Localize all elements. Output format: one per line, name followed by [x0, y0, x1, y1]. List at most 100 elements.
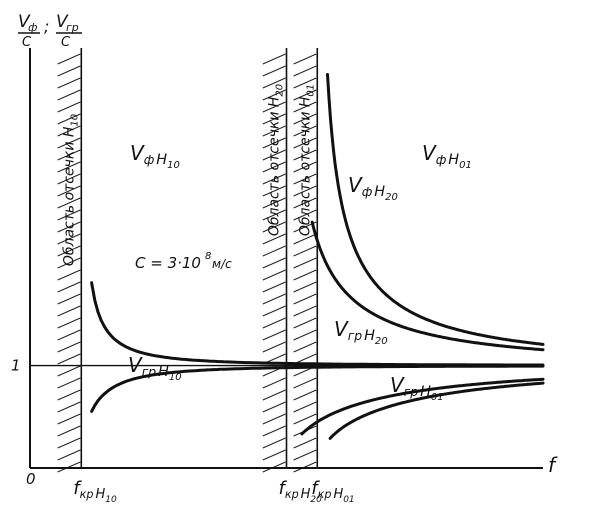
curve-vgr_h20	[300, 377, 545, 436]
hatch-stroke	[57, 125, 81, 137]
hatch-stroke	[262, 401, 286, 413]
series-label-vph_h01: Vф H01	[422, 141, 472, 171]
hatch-stroke	[57, 377, 81, 389]
hatch-stroke	[262, 329, 286, 341]
hatch-stroke	[57, 365, 81, 377]
hatch-stroke	[262, 317, 286, 329]
region-labels: Область отсечки H10 Область отсечки H20 Об…	[61, 84, 316, 266]
hatch-stroke	[57, 137, 81, 149]
cutoff-label-2-sub3: 01	[343, 495, 354, 505]
speed-of-light-label: C = 3·10 8 м/с	[135, 251, 232, 272]
region-label-0-main: Область отсечки	[61, 137, 77, 266]
hatch-stroke	[57, 329, 81, 341]
series-label-vgr_h20-sub3: 20	[375, 336, 388, 347]
region-label-0-mode: H	[61, 126, 77, 137]
hatch-stroke	[262, 281, 286, 293]
series-label-vph_h10-main: V	[130, 141, 145, 165]
cutoff-label-1-sub1: кр	[285, 488, 299, 501]
series-label-vph_h20-sub3: 20	[385, 192, 398, 203]
hatch-stroke	[293, 413, 317, 425]
hatch-stroke	[262, 293, 286, 305]
hatch-stroke	[293, 281, 317, 293]
hatch-stroke	[262, 221, 286, 233]
hatch-stroke	[57, 149, 81, 161]
series-label-vgr_h20-sub2: H	[364, 328, 375, 344]
curve-vgr_h01	[328, 381, 545, 440]
speed-main: C = 3·10	[135, 254, 201, 272]
region-label-0-sub: 10	[69, 114, 80, 127]
hatch-stroke	[262, 449, 286, 461]
series-label-vgr_h01-sub1: гр	[404, 384, 419, 399]
hatch-stroke	[57, 245, 81, 257]
hatch-stroke	[57, 53, 81, 65]
hatch-stroke	[57, 257, 81, 269]
hatch-stroke	[57, 221, 81, 233]
hatch-stroke	[262, 257, 286, 269]
y-label-den1: C	[22, 35, 32, 50]
cutoff-label-0-sub2: H	[95, 487, 105, 502]
series-curves	[90, 73, 545, 440]
hatch-stroke	[293, 233, 317, 245]
hatch-stroke	[262, 209, 286, 221]
series-label-vgr_h10-main: V	[128, 353, 143, 377]
cutoff-region-0	[57, 48, 83, 473]
hatch-stroke	[293, 65, 317, 77]
cutoff-label-2-sub2: H	[333, 487, 343, 502]
series-label-vgr_h01: Vгр H01	[390, 373, 444, 403]
y-label-v2-sub: гр	[66, 21, 79, 34]
hatch-stroke	[262, 377, 286, 389]
cutoff-regions	[57, 48, 319, 473]
series-label-vph_h01-sub2: H	[448, 152, 459, 168]
cutoff-label-0-main: f	[73, 478, 82, 499]
region-label-1: Область отсечки H20	[267, 84, 286, 236]
region-label-2: Область отсечки H01	[297, 84, 316, 236]
hatch-stroke	[57, 173, 81, 185]
y-label-v1-sub: ф	[28, 21, 37, 34]
hatch-stroke	[57, 425, 81, 437]
hatch-stroke	[293, 305, 317, 317]
hatch-stroke	[262, 437, 286, 449]
cutoff-label-1-sub3: 20	[310, 495, 322, 505]
series-label-vgr_h01-main: V	[390, 373, 405, 397]
hatch-stroke	[262, 173, 286, 185]
y-label-separator: ;	[44, 17, 49, 36]
hatch-stroke	[57, 233, 81, 245]
hatch-stroke	[262, 233, 286, 245]
series-label-vph_h10: Vф H10	[130, 141, 180, 171]
cutoff-label-2-main: f	[311, 478, 320, 499]
hatch-stroke	[262, 389, 286, 401]
y-label-v2: V	[56, 12, 69, 32]
series-label-vgr_h10: Vгр H10	[128, 353, 182, 383]
hatch-stroke	[293, 437, 317, 449]
hatch-stroke	[293, 245, 317, 257]
hatch-stroke	[57, 101, 81, 113]
hatch-stroke	[293, 257, 317, 269]
hatch-stroke	[262, 125, 286, 137]
origin-label: 0	[26, 470, 36, 488]
series-label-vgr_h01-sub3: 01	[431, 392, 444, 403]
hatch-stroke	[262, 137, 286, 149]
region-label-0: Область отсечки H10	[61, 114, 80, 266]
y-tick-1: 1	[11, 357, 21, 375]
hatch-stroke	[293, 53, 317, 65]
hatch-stroke	[262, 149, 286, 161]
series-label-vph_h01-sub1: ф	[436, 152, 447, 167]
hatch-stroke	[293, 389, 317, 401]
curve-vgr_h10	[90, 364, 545, 413]
hatch-stroke	[57, 305, 81, 317]
hatch-stroke	[293, 89, 317, 101]
hatch-stroke	[57, 65, 81, 77]
hatch-stroke	[293, 449, 317, 461]
series-label-vgr_h20-sub1: гр	[348, 328, 363, 343]
hatch-stroke	[262, 53, 286, 65]
cutoff-label-1: fкр H20	[279, 478, 323, 505]
series-label-vgr_h20-main: V	[334, 317, 349, 341]
series-label-vph_h20-main: V	[348, 173, 363, 197]
hatch-stroke	[262, 77, 286, 89]
hatch-stroke	[262, 197, 286, 209]
series-label-vph_h10-sub1: ф	[144, 152, 155, 167]
hatch-stroke	[293, 113, 317, 125]
hatch-stroke	[57, 77, 81, 89]
